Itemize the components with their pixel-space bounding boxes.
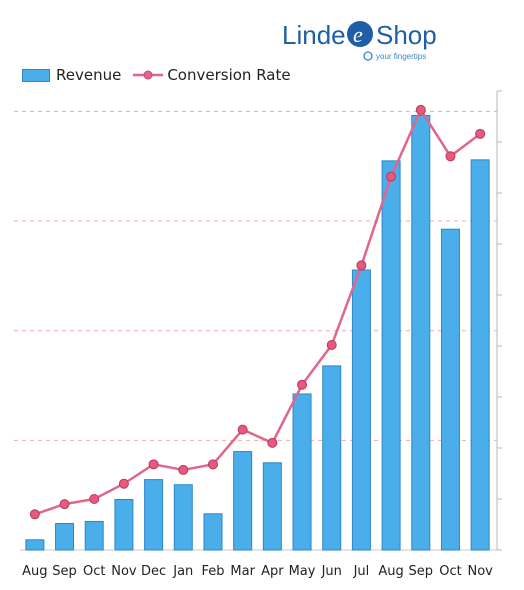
revenue-bar-aug-12 (381, 160, 401, 551)
x-tick-label-4: Dec (141, 564, 166, 579)
revenue-bar-may-9 (292, 393, 312, 551)
x-tick-label-0: Aug (22, 564, 47, 579)
x-tick-label-14: Oct (439, 564, 461, 579)
revenue-bar-nov-3 (114, 499, 134, 551)
revenue-bar-oct-14 (440, 228, 460, 551)
conversion-rate-point-2 (89, 494, 100, 504)
x-tick-label-7: Mar (230, 564, 255, 579)
revenue-bar-oct-2 (84, 520, 104, 551)
conversion-rate-line (29, 104, 486, 520)
conversion-rate-point-11 (356, 260, 367, 271)
conversion-rate-point-5 (178, 464, 189, 475)
conversion-rate-point-7 (237, 424, 248, 435)
revenue-bar-dec-4 (144, 479, 164, 551)
x-tick-label-9: May (289, 564, 316, 579)
revenue-bar-feb-6 (203, 513, 223, 551)
revenue-bar-nov-15 (470, 159, 490, 551)
chart-legend: Revenue Conversion Rate (22, 64, 303, 86)
conversion-rate-point-0 (29, 509, 40, 520)
x-tick-label-1: Sep (52, 564, 77, 579)
conversion-rate-point-1 (59, 499, 70, 510)
logo-text-left: Linde (282, 20, 346, 50)
revenue-bars (25, 114, 490, 551)
legend-item-revenue: Revenue (22, 66, 121, 84)
conversion-rate-point-15 (475, 128, 486, 139)
conversion-rate-point-13 (415, 104, 426, 115)
revenue-bar-sep-1 (55, 522, 75, 551)
conversion-rate-point-12 (386, 171, 397, 182)
revenue-bar-jun-10 (322, 365, 342, 551)
x-tick-label-3: Nov (111, 564, 137, 579)
revenue-bar-jan-5 (173, 484, 193, 551)
conversion-rate-point-8 (267, 437, 278, 448)
conversion-rate-point-9 (297, 379, 308, 390)
x-tick-label-8: Apr (261, 564, 284, 579)
revenue-bar-sep-13 (411, 114, 431, 551)
conversion-rate-point-10 (326, 339, 337, 350)
logo-at-icon (363, 51, 373, 61)
legend-label-revenue: Revenue (56, 66, 122, 84)
x-tick-label-12: Aug (378, 564, 403, 579)
legend-swatch-conversion-rate (133, 70, 164, 80)
linde-eshop-logo: Linde e Shop your fingertips (282, 20, 437, 61)
revenue-bar-jul-11 (351, 269, 371, 551)
conversion-rate-point-3 (118, 478, 129, 489)
legend-swatch-revenue (22, 68, 50, 82)
conversion-rate-polyline (34, 108, 481, 516)
x-tick-label-13: Sep (409, 564, 434, 579)
logo-e-letter: e (353, 22, 363, 47)
revenue-bar-aug-0 (25, 539, 45, 551)
x-tick-label-11: Jul (353, 564, 370, 579)
x-tick-label-5: Jan (172, 564, 193, 579)
conversion-rate-point-6 (207, 459, 218, 470)
x-tick-label-15: Nov (467, 564, 493, 579)
logo-tagline: your fingertips (376, 52, 426, 61)
revenue-bar-apr-8 (262, 462, 282, 551)
logo-text-right: Shop (376, 20, 437, 50)
conversion-rate-point-14 (445, 151, 456, 162)
conversion-rate-point-4 (148, 459, 159, 470)
logo-e-badge (347, 21, 373, 47)
revenue-bar-mar-7 (233, 451, 253, 551)
x-tick-label-10: Jun (321, 564, 342, 579)
legend-item-conversion-rate: Conversion Rate (133, 66, 291, 84)
x-tick-label-6: Feb (201, 564, 224, 579)
x-tick-label-2: Oct (83, 564, 105, 579)
x-axis-labels: Aug Sep Oct Nov Dec Jan Feb Mar Apr May Jun Jul Aug S… (22, 564, 493, 579)
legend-label-conversion-rate: Conversion Rate (167, 66, 291, 84)
